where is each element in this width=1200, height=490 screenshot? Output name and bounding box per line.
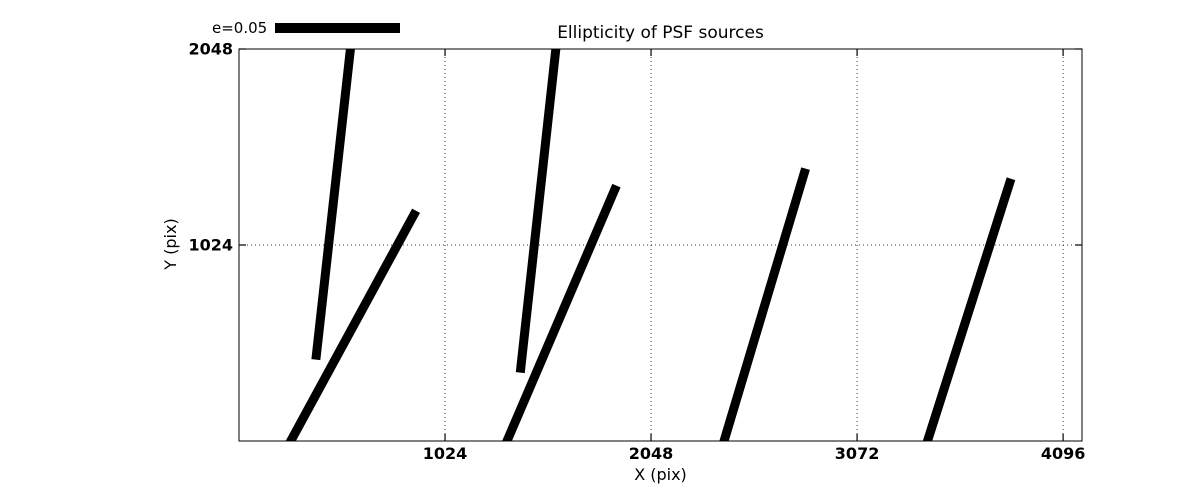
- legend: e=0.05: [212, 19, 401, 37]
- y-axis-label: Y (pix): [161, 218, 180, 270]
- x-tick-label: 2048: [629, 444, 674, 463]
- x-tick-label: 1024: [423, 444, 468, 463]
- x-axis-label: X (pix): [634, 465, 687, 484]
- x-tick-label: 4096: [1041, 444, 1086, 463]
- x-tick-label: 3072: [835, 444, 880, 463]
- ellipticity-whisker: [502, 183, 621, 441]
- y-tick-label: 2048: [188, 40, 233, 59]
- ellipticity-whisker: [515, 49, 561, 374]
- ellipticity-whisker: [719, 167, 810, 441]
- axes-frame: [238, 48, 1083, 442]
- ellipticity-whisker: [922, 177, 1016, 441]
- chart-title: Ellipticity of PSF sources: [557, 23, 764, 43]
- legend-label: e=0.05: [212, 19, 268, 37]
- y-tick-label: 1024: [188, 236, 233, 255]
- ellipticity-whisker: [311, 49, 355, 361]
- ellipticity-whisker: [285, 208, 421, 441]
- legend-swatch: [275, 23, 401, 33]
